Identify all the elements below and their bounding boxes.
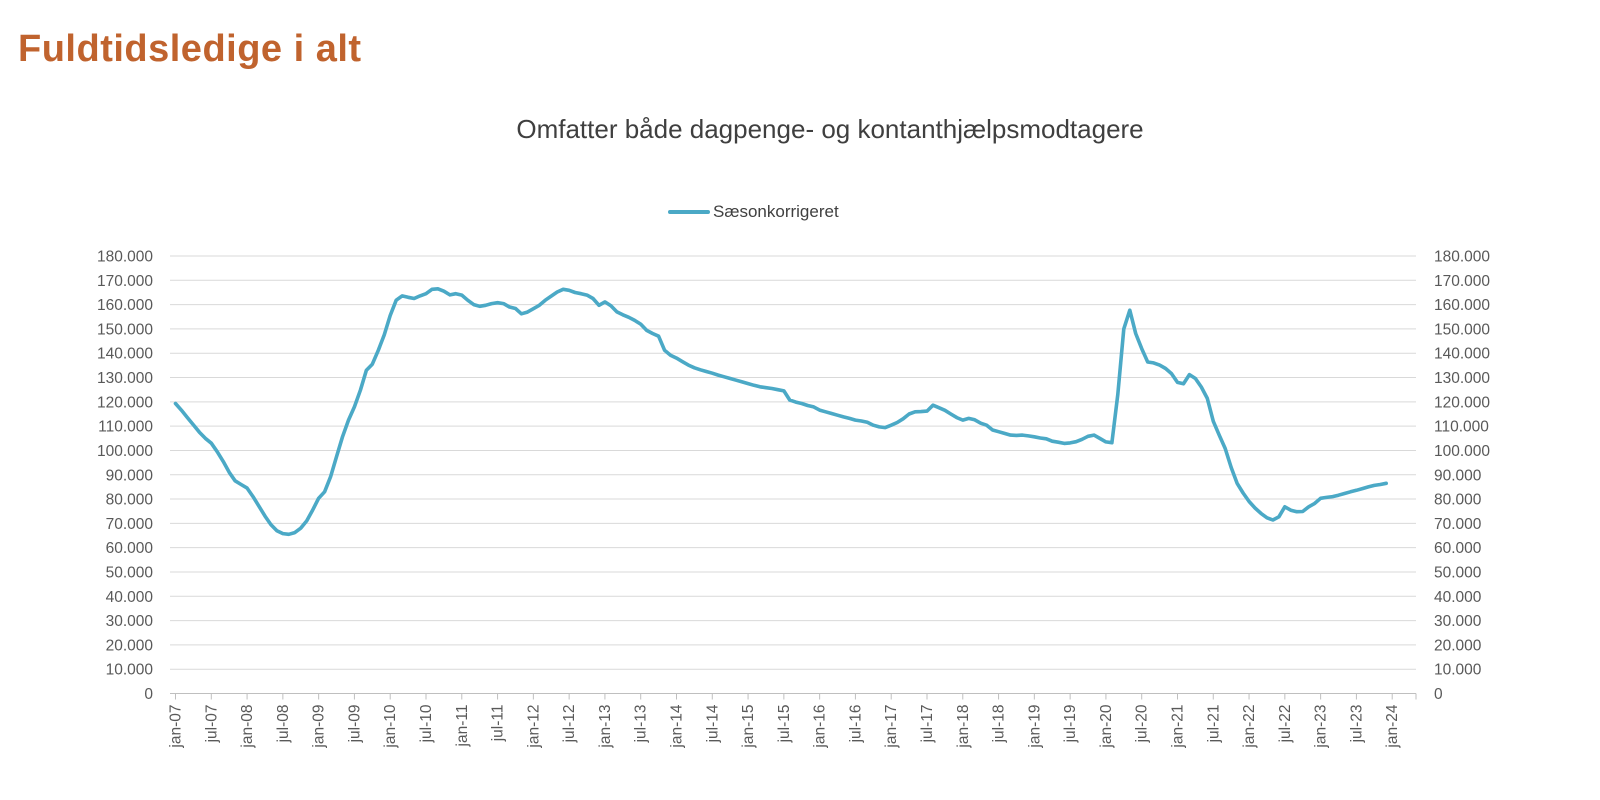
y-axis-tick-label-left: 170.000 <box>97 273 153 290</box>
x-axis-tick-label: jul-09 <box>346 705 363 744</box>
x-axis-tick-label: jan-07 <box>168 705 185 749</box>
x-axis-tick-label: jul-20 <box>1134 704 1151 743</box>
y-axis-tick-label-left: 90.000 <box>106 467 154 484</box>
y-axis-tick-label-right: 20.000 <box>1434 637 1482 654</box>
legend-line-swatch <box>668 210 710 214</box>
x-axis-tick-label: jul-13 <box>633 705 650 744</box>
y-axis-tick-label-right: 110.000 <box>1434 419 1489 436</box>
y-axis-tick-label-right: 140.000 <box>1434 346 1490 363</box>
x-axis-tick-label: jan-22 <box>1241 705 1258 749</box>
y-axis-tick-label-right: 60.000 <box>1434 540 1482 557</box>
x-axis-tick-label: jul-22 <box>1277 705 1294 744</box>
y-axis-tick-label-right: 100.000 <box>1434 443 1490 460</box>
y-axis-tick-label-left: 60.000 <box>106 540 154 557</box>
y-axis-tick-label-left: 40.000 <box>106 589 154 606</box>
y-axis-tick-label-left: 10.000 <box>106 662 154 679</box>
x-axis-tick-label: jan-11 <box>454 705 471 748</box>
series-line-saesonkorrigeret <box>173 286 1388 537</box>
x-axis-tick-label: jul-15 <box>776 705 793 744</box>
y-axis-tick-label-left: 20.000 <box>106 637 154 654</box>
y-axis-tick-label-left: 130.000 <box>97 370 153 387</box>
x-axis-tick-label: jan-20 <box>1098 704 1115 748</box>
chart-title: Omfatter både dagpenge- og kontanthjælps… <box>516 114 1144 144</box>
y-axis-tick-label-left: 80.000 <box>106 492 154 509</box>
legend-label: Sæsonkorrigeret <box>713 202 839 221</box>
y-axis-tick-label-right: 150.000 <box>1434 321 1490 338</box>
y-axis-tick-label-right: 180.000 <box>1434 249 1490 266</box>
x-axis-tick-label: jan-15 <box>740 705 757 749</box>
x-axis-tick-label: jul-16 <box>847 705 864 744</box>
y-axis-tick-label-right: 130.000 <box>1434 370 1490 387</box>
x-axis-tick-label: jan-21 <box>1169 705 1186 749</box>
y-axis-tick-label-left: 110.000 <box>98 419 153 436</box>
x-axis-tick-label: jan-16 <box>812 705 829 749</box>
y-axis-tick-label-right: 30.000 <box>1434 613 1482 630</box>
y-axis-tick-label-left: 70.000 <box>106 516 154 533</box>
y-axis-tick-label-left: 0 <box>144 686 153 703</box>
y-axis-tick-label-right: 70.000 <box>1434 516 1482 533</box>
x-axis-tick-label: jan-13 <box>597 705 614 749</box>
x-axis-tick-label: jan-10 <box>382 704 399 748</box>
y-axis-tick-label-left: 160.000 <box>97 297 153 314</box>
legend: Sæsonkorrigeret <box>668 202 839 222</box>
y-axis-tick-label-left: 120.000 <box>97 394 153 411</box>
x-axis-tick-label: jan-14 <box>668 704 685 748</box>
y-axis-tick-label-left: 140.000 <box>97 346 153 363</box>
x-axis-tick-label: jul-14 <box>704 704 721 743</box>
x-axis-tick-label: jul-19 <box>1062 705 1079 744</box>
x-axis-tick-label: jul-10 <box>418 704 435 743</box>
y-axis-tick-label-right: 0 <box>1434 686 1443 703</box>
y-axis-tick-label-left: 50.000 <box>106 564 154 581</box>
x-axis-tick-label: jul-11 <box>490 705 507 743</box>
x-axis-tick-label: jul-07 <box>203 705 220 744</box>
x-axis-tick-label: jan-12 <box>525 705 542 749</box>
y-axis-tick-label-right: 160.000 <box>1434 297 1490 314</box>
y-axis-tick-label-left: 180.000 <box>97 249 153 266</box>
y-axis-tick-label-right: 170.000 <box>1434 273 1490 290</box>
x-axis-tick-label: jul-12 <box>561 705 578 744</box>
y-axis-tick-label-left: 100.000 <box>97 443 153 460</box>
x-axis-tick-label: jan-18 <box>955 705 972 749</box>
y-axis-tick-label-right: 120.000 <box>1434 394 1490 411</box>
y-axis-tick-label-right: 40.000 <box>1434 589 1482 606</box>
page-title: Fuldtidsledige i alt <box>18 28 362 70</box>
x-axis-tick-label: jan-23 <box>1313 705 1330 749</box>
y-axis-tick-label-left: 30.000 <box>106 613 154 630</box>
x-axis-tick-label: jul-17 <box>919 705 936 744</box>
x-axis-tick-label: jan-19 <box>1026 705 1043 749</box>
y-axis-tick-label-left: 150.000 <box>97 321 153 338</box>
x-axis-tick-label: jul-18 <box>991 705 1008 744</box>
x-axis-tick-label: jul-21 <box>1205 705 1222 744</box>
y-axis-tick-label-right: 90.000 <box>1434 467 1482 484</box>
x-axis-tick-label: jan-24 <box>1384 704 1401 748</box>
x-axis-tick-label: jul-23 <box>1348 705 1365 744</box>
x-axis-tick-label: jan-09 <box>311 705 328 749</box>
x-axis-tick-label: jul-08 <box>275 705 292 744</box>
y-axis-tick-label-right: 10.000 <box>1434 662 1482 679</box>
x-axis-tick-label: jan-17 <box>883 705 900 749</box>
y-axis-tick-label-right: 80.000 <box>1434 492 1482 509</box>
x-axis-tick-label: jan-08 <box>239 705 256 749</box>
y-axis-tick-label-right: 50.000 <box>1434 564 1482 581</box>
